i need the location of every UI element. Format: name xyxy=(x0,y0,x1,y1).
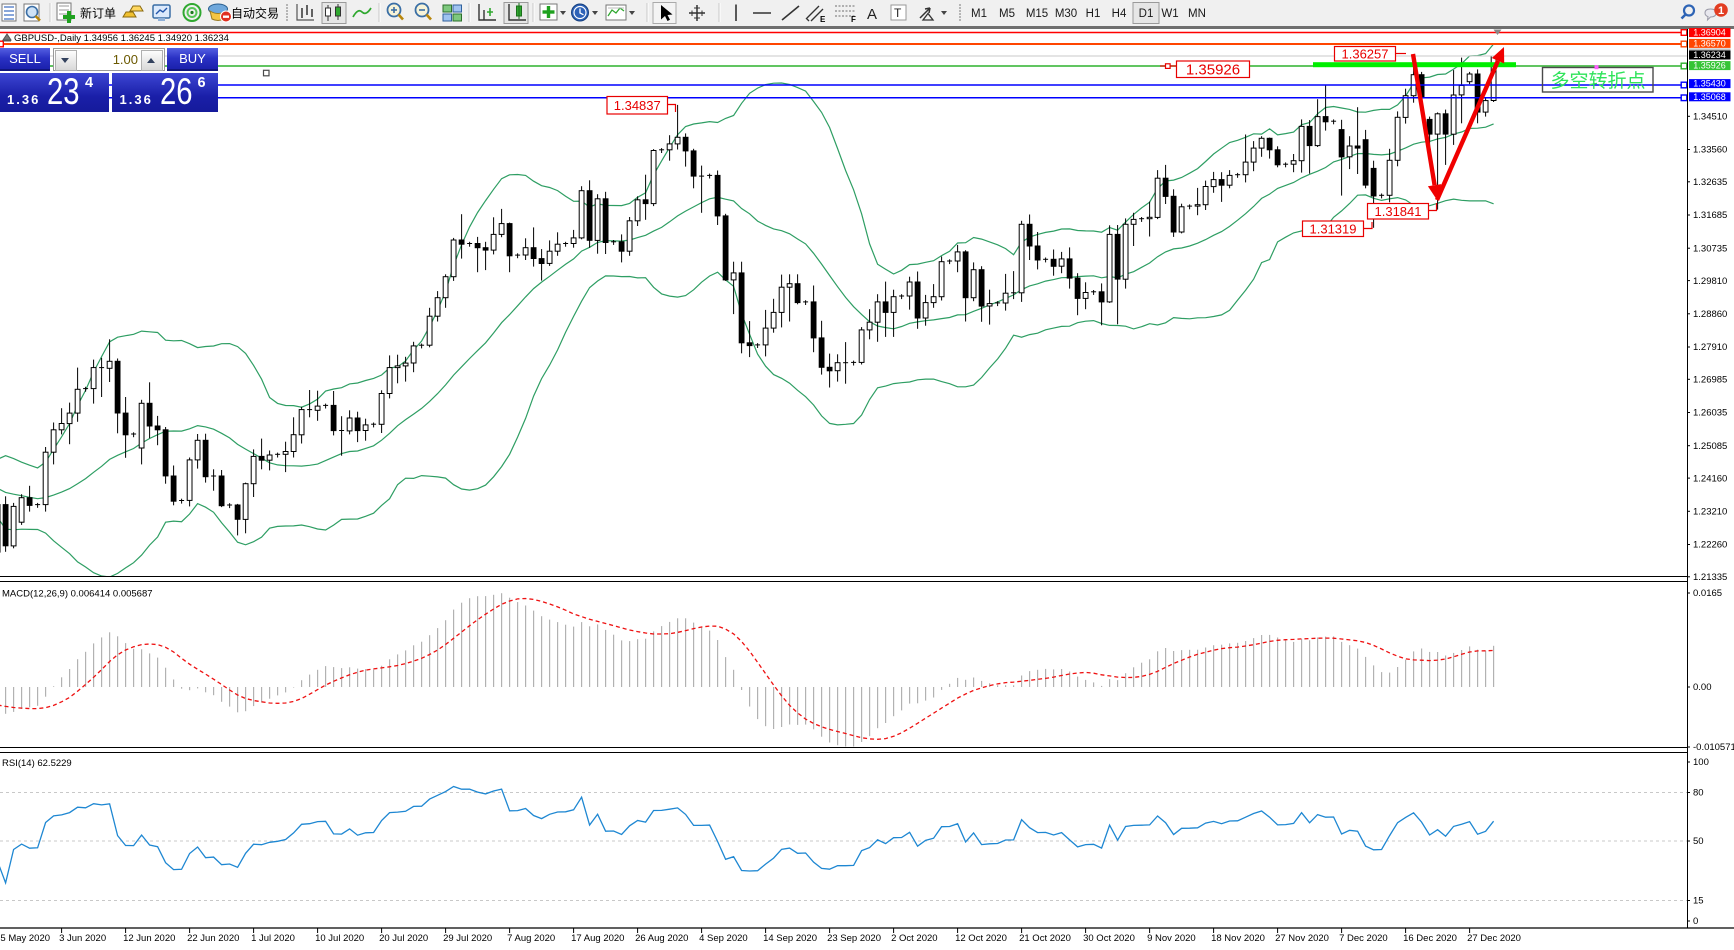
svg-text:10 Jul 2020: 10 Jul 2020 xyxy=(315,933,364,944)
svg-text:22 Jun 2020: 22 Jun 2020 xyxy=(187,933,239,944)
svg-text:4 Sep 2020: 4 Sep 2020 xyxy=(699,933,748,944)
svg-text:1.26035: 1.26035 xyxy=(1693,408,1727,419)
svg-text:0: 0 xyxy=(1693,916,1698,927)
svg-text:20 Jul 2020: 20 Jul 2020 xyxy=(379,933,428,944)
svg-text:27 Nov 2020: 27 Nov 2020 xyxy=(1275,933,1329,944)
svg-text:-0.010571: -0.010571 xyxy=(1693,742,1734,753)
svg-text:D1: D1 xyxy=(1139,8,1154,20)
svg-text:12 Oct 2020: 12 Oct 2020 xyxy=(955,933,1007,944)
svg-text:0.00: 0.00 xyxy=(1693,682,1712,693)
svg-text:A: A xyxy=(867,6,877,23)
svg-text:9 Nov 2020: 9 Nov 2020 xyxy=(1147,933,1196,944)
svg-text:18 Nov 2020: 18 Nov 2020 xyxy=(1211,933,1265,944)
svg-text:12 Jun 2020: 12 Jun 2020 xyxy=(123,933,175,944)
svg-text:25 May 2020: 25 May 2020 xyxy=(0,933,50,944)
svg-text:23 Sep 2020: 23 Sep 2020 xyxy=(827,933,881,944)
svg-text:1.33560: 1.33560 xyxy=(1693,145,1727,156)
svg-text:1.35926: 1.35926 xyxy=(1186,62,1240,79)
svg-text:M5: M5 xyxy=(999,8,1015,20)
svg-text:M30: M30 xyxy=(1055,8,1077,20)
svg-text:H4: H4 xyxy=(1112,8,1127,20)
svg-text:1.36570: 1.36570 xyxy=(1693,39,1726,49)
svg-text:W1: W1 xyxy=(1161,8,1178,20)
svg-text:1.25085: 1.25085 xyxy=(1693,441,1727,452)
svg-text:1.23210: 1.23210 xyxy=(1693,506,1727,517)
svg-text:26 Aug 2020: 26 Aug 2020 xyxy=(635,933,688,944)
svg-text:T: T xyxy=(894,6,902,20)
svg-text:GBPUSD-,Daily 1.34956 1.36245: GBPUSD-,Daily 1.34956 1.36245 1.34920 1.… xyxy=(14,33,229,44)
svg-text:1.32635: 1.32635 xyxy=(1693,177,1727,188)
svg-text:1.29810: 1.29810 xyxy=(1693,276,1727,287)
svg-text:RSI(14) 62.5229: RSI(14) 62.5229 xyxy=(2,758,72,769)
svg-text:H1: H1 xyxy=(1086,8,1101,20)
svg-text:1.35068: 1.35068 xyxy=(1693,92,1726,102)
svg-text:1.21335: 1.21335 xyxy=(1693,572,1727,583)
svg-text:1: 1 xyxy=(1718,5,1724,17)
svg-text:0.0165: 0.0165 xyxy=(1693,588,1722,599)
svg-text:16 Dec 2020: 16 Dec 2020 xyxy=(1403,933,1457,944)
svg-text:M15: M15 xyxy=(1026,8,1048,20)
svg-text:50: 50 xyxy=(1693,836,1704,847)
svg-text:1.36904: 1.36904 xyxy=(1693,28,1726,38)
svg-text:MACD(12,26,9) 0.006414 0.00568: MACD(12,26,9) 0.006414 0.005687 xyxy=(2,589,153,600)
svg-text:1.31319: 1.31319 xyxy=(1310,221,1357,236)
svg-text:1.36257: 1.36257 xyxy=(1342,46,1389,61)
svg-text:1.22260: 1.22260 xyxy=(1693,540,1727,551)
svg-text:3 Jun 2020: 3 Jun 2020 xyxy=(59,933,106,944)
svg-text:7 Aug 2020: 7 Aug 2020 xyxy=(507,933,555,944)
svg-text:1.31685: 1.31685 xyxy=(1693,210,1727,221)
svg-text:1 Jul 2020: 1 Jul 2020 xyxy=(251,933,295,944)
svg-text:17 Aug 2020: 17 Aug 2020 xyxy=(571,933,624,944)
svg-text:1.26985: 1.26985 xyxy=(1693,375,1727,386)
svg-text:新订单: 新订单 xyxy=(80,6,116,21)
svg-text:F: F xyxy=(851,15,856,24)
svg-text:100: 100 xyxy=(1693,757,1709,768)
svg-text:15: 15 xyxy=(1693,896,1704,907)
svg-text:自动交易: 自动交易 xyxy=(231,6,279,21)
svg-text:1.24160: 1.24160 xyxy=(1693,473,1727,484)
svg-text:27 Dec 2020: 27 Dec 2020 xyxy=(1467,933,1521,944)
svg-text:14 Sep 2020: 14 Sep 2020 xyxy=(763,933,817,944)
svg-text:1.35430: 1.35430 xyxy=(1693,79,1726,89)
svg-text:MN: MN xyxy=(1188,8,1206,20)
svg-text:1.34837: 1.34837 xyxy=(614,98,661,113)
svg-text:21 Oct 2020: 21 Oct 2020 xyxy=(1019,933,1071,944)
svg-text:E: E xyxy=(820,15,826,24)
svg-text:1.30735: 1.30735 xyxy=(1693,243,1727,254)
svg-text:30 Oct 2020: 30 Oct 2020 xyxy=(1083,933,1135,944)
svg-text:多空转折点: 多空转折点 xyxy=(1550,70,1645,92)
svg-text:1.35926: 1.35926 xyxy=(1693,61,1726,71)
svg-text:1.28860: 1.28860 xyxy=(1693,309,1727,320)
svg-text:7 Dec 2020: 7 Dec 2020 xyxy=(1339,933,1388,944)
svg-text:29 Jul 2020: 29 Jul 2020 xyxy=(443,933,492,944)
svg-text:M1: M1 xyxy=(971,8,987,20)
svg-text:1.27910: 1.27910 xyxy=(1693,342,1727,353)
svg-text:2 Oct 2020: 2 Oct 2020 xyxy=(891,933,937,944)
svg-text:1.31841: 1.31841 xyxy=(1375,204,1422,219)
svg-text:1.34510: 1.34510 xyxy=(1693,111,1727,122)
svg-text:80: 80 xyxy=(1693,788,1704,799)
svg-text:1.36234: 1.36234 xyxy=(1693,50,1726,60)
